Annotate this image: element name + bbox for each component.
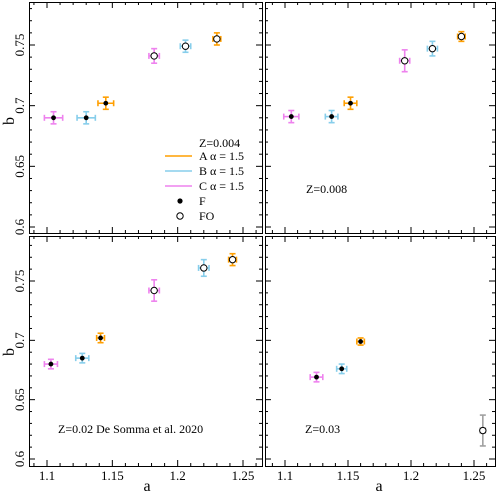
x-axis-label-right: a [375, 478, 382, 495]
legend-label-C: C α = 1.5 [199, 179, 244, 193]
point-A-F [95, 332, 106, 344]
marker-filled [79, 355, 85, 361]
point-extra-FO [479, 414, 487, 447]
panel-frame-1 [29, 2, 263, 234]
x-tick-label: 1.25 [463, 468, 486, 483]
y-tick-label: 0.7 [12, 332, 27, 349]
point-C-F [282, 109, 300, 124]
point-C-FO [398, 49, 411, 73]
point-B-F [335, 363, 348, 375]
y-tick-label: 0.75 [12, 270, 27, 293]
marker-filled [103, 100, 109, 106]
point-B-F [74, 352, 90, 364]
point-A-F [356, 337, 366, 346]
point-B-FO [426, 40, 439, 57]
panel-annotation-4: Z=0.03 [305, 422, 340, 436]
x-tick-label: 1.2 [170, 468, 186, 483]
x-tick-label: 1.25 [232, 468, 255, 483]
x-axis-label-left: a [143, 478, 150, 495]
x-tick-label: 1.1 [277, 468, 293, 483]
axis-ticks [29, 2, 495, 466]
marker-open [200, 264, 208, 272]
marker-filled [51, 115, 56, 121]
marker-filled [83, 115, 89, 121]
y-tick-label: 0.75 [12, 34, 27, 57]
marker-filled [98, 335, 103, 341]
legend-label-FO: FO [199, 209, 215, 223]
marker-open [150, 286, 158, 295]
legend-label-A: A α = 1.5 [199, 149, 244, 163]
point-B-FO [197, 258, 210, 278]
point-C-F [43, 110, 64, 125]
panel-annotation-3: Z=0.02 De Somma et al. 2020 [58, 422, 203, 436]
legend-swatch-FO [176, 212, 184, 220]
marker-filled [329, 114, 335, 119]
panel-frame-3 [29, 236, 263, 467]
legend-title: Z=0.004 [199, 136, 240, 150]
legend-label-F: F [199, 194, 206, 208]
tick-labels: 0.6 0.65 0.7 0.75 1.1 1.15 1.2 1.25 0.6 0.65 0.7 0.… [12, 34, 485, 483]
point-B-F [76, 110, 97, 125]
panel-annotation-2: Z=0.008 [306, 182, 347, 196]
marker-open [457, 32, 466, 41]
y-tick-label: 0.7 [12, 97, 27, 114]
point-C-FO [148, 47, 161, 65]
y-tick-label: 0.65 [12, 388, 27, 411]
legend-label-B: B α = 1.5 [199, 164, 244, 178]
marker-open [401, 57, 409, 65]
x-tick-label: 1.2 [403, 468, 419, 483]
y-axis-label-top: b [1, 117, 18, 125]
marker-filled [348, 100, 353, 106]
point-A-FO [227, 252, 238, 267]
y-tick-label: 0.6 [12, 218, 27, 235]
marker-filled [339, 366, 345, 372]
point-B-FO [179, 39, 192, 54]
y-tick-label: 0.6 [12, 450, 27, 467]
point-C-F [43, 358, 59, 370]
data-points [43, 30, 487, 447]
y-axis-label-bottom: b [1, 348, 18, 356]
marker-open [228, 255, 237, 264]
x-tick-label: 1.15 [101, 468, 124, 483]
x-tick-label: 1.1 [39, 468, 55, 483]
panel-frames [29, 2, 496, 467]
marker-open [150, 52, 158, 60]
y-tick-label: 0.65 [12, 155, 27, 178]
x-tick-label: 1.15 [337, 468, 360, 483]
marker-filled [314, 374, 319, 380]
marker-open [479, 426, 487, 435]
marker-filled [288, 114, 294, 119]
marker-open [181, 42, 190, 50]
legend-swatch-F [177, 198, 183, 204]
marker-filled [358, 339, 363, 344]
marker-open [428, 44, 437, 53]
panel-annotations: Z=0.008 Z=0.02 De Somma et al. 2020 Z=0.03 [58, 182, 347, 436]
panel-frame-4 [265, 236, 496, 467]
point-C-F [309, 371, 324, 383]
marker-filled [48, 361, 54, 367]
marker-open [213, 35, 221, 43]
point-A-FO [456, 30, 466, 43]
point-A-F [97, 96, 115, 111]
point-A-F [343, 96, 358, 111]
point-B-F [324, 109, 339, 124]
point-A-FO [212, 32, 222, 46]
point-C-FO [148, 279, 161, 302]
